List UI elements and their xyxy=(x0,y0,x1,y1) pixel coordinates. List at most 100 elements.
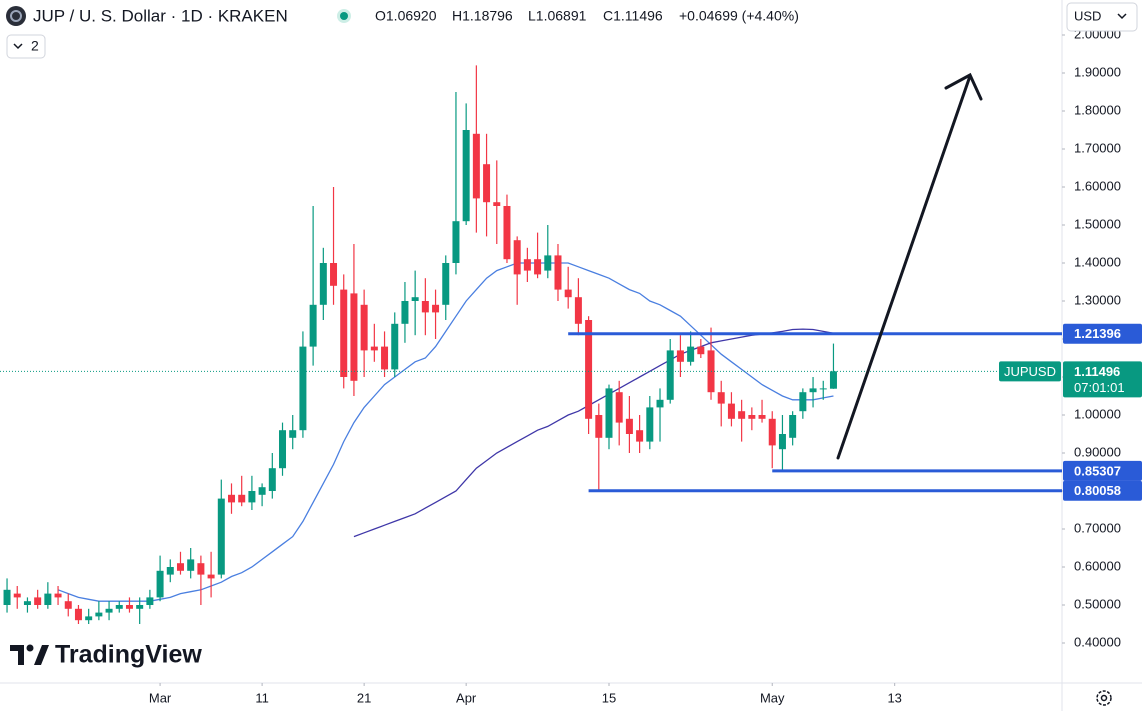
candle-body xyxy=(513,240,521,275)
candle-body xyxy=(289,430,297,438)
candle-body xyxy=(636,430,644,442)
candle-body xyxy=(738,411,746,419)
candle-body xyxy=(574,297,582,324)
status-dot xyxy=(340,12,348,20)
level-label-box xyxy=(1063,480,1142,501)
level-label-box xyxy=(1063,323,1142,344)
candle-body xyxy=(187,559,195,571)
candle-body xyxy=(625,418,633,434)
x-tick-label: May xyxy=(760,690,785,705)
candle-body xyxy=(105,608,113,613)
indicators-button[interactable] xyxy=(6,34,46,59)
settings[interactable] xyxy=(1096,690,1112,706)
brand-name: TradingView xyxy=(55,641,202,669)
candle-body xyxy=(227,494,235,503)
candle-body xyxy=(258,487,266,495)
symbol-title[interactable]: JUP / U. S. Dollar · 1D · KRAKEN xyxy=(33,6,288,25)
candle-body xyxy=(646,407,654,442)
y-tick-label: 1.30000 xyxy=(1074,292,1121,307)
candle-body xyxy=(64,601,72,609)
x-tick-label: Apr xyxy=(456,690,477,705)
candle-body xyxy=(115,605,123,609)
candle-body xyxy=(268,468,276,491)
candle-body xyxy=(727,403,735,419)
candle-body xyxy=(809,388,817,393)
x-tick-label: 15 xyxy=(602,690,616,705)
ohlc-close: C1.11496 xyxy=(603,8,663,24)
candle-body xyxy=(23,601,31,605)
x-tick-label: 21 xyxy=(357,690,371,705)
candle-body xyxy=(442,263,450,305)
candle-body xyxy=(3,589,11,605)
candle-body xyxy=(554,255,562,290)
candle-body xyxy=(350,293,358,381)
candle-body xyxy=(401,301,409,324)
candle-body xyxy=(85,616,93,621)
candle-body xyxy=(411,297,419,301)
symbol-logo xyxy=(6,6,26,26)
currency-toggle[interactable]: USD xyxy=(1066,2,1138,32)
candle-body xyxy=(615,392,623,423)
candle-body xyxy=(687,346,695,362)
candle-body xyxy=(452,221,460,263)
brand-icon-v xyxy=(34,645,49,665)
candle-body xyxy=(238,494,246,503)
candle-body xyxy=(819,388,827,390)
x-tick-label: Mar xyxy=(149,690,172,705)
candle-body xyxy=(748,415,756,419)
plot-area: 0.400000.500000.600000.700000.800000.900… xyxy=(0,26,1142,705)
candle-body xyxy=(54,593,62,598)
level-label: 0.85307 xyxy=(1074,463,1121,478)
candle-body xyxy=(217,498,225,575)
candle-body xyxy=(676,350,684,362)
candle-body xyxy=(44,593,52,605)
candle-body xyxy=(717,392,725,404)
candle-body xyxy=(360,304,368,351)
indicators-toggle[interactable]: 2 xyxy=(6,34,46,59)
candle-body xyxy=(564,289,572,298)
arrow-head xyxy=(944,72,983,101)
candle-body xyxy=(472,133,480,199)
chevron xyxy=(1117,13,1127,20)
x-tick-label: 13 xyxy=(887,690,901,705)
candle-body xyxy=(666,350,674,400)
y-tick-label: 0.70000 xyxy=(1074,520,1121,535)
moving-average-line xyxy=(353,328,834,538)
candle-body xyxy=(421,301,429,313)
brand-icon-dot xyxy=(26,644,34,652)
candle-body xyxy=(483,164,491,203)
candle-body xyxy=(74,608,82,621)
settings-gear-hub xyxy=(1100,694,1108,702)
candle-body xyxy=(299,346,307,431)
candle-body xyxy=(381,346,389,370)
candle-body xyxy=(95,612,103,617)
y-tick-label: 0.90000 xyxy=(1074,444,1121,459)
header: JUP / U. S. Dollar · 1D · KRAKEN O1.0692… xyxy=(6,2,1138,59)
chevron xyxy=(13,43,23,50)
x-tick-label: 11 xyxy=(255,690,269,705)
candle-body xyxy=(391,323,399,370)
candle-body xyxy=(340,289,348,377)
settings-gear[interactable] xyxy=(1096,690,1112,706)
ohlc-high: H1.18796 xyxy=(452,8,513,24)
countdown-label: 07:01:01 xyxy=(1074,380,1125,395)
level-label: 1.21396 xyxy=(1074,326,1121,341)
candle-body xyxy=(197,563,205,575)
candle-body xyxy=(319,263,327,305)
candle-body xyxy=(176,563,184,571)
currency-button[interactable] xyxy=(1066,2,1138,32)
candle-body xyxy=(248,491,256,503)
candle-body xyxy=(534,259,542,275)
candle-body xyxy=(829,371,837,389)
drawing-arrow xyxy=(836,72,983,460)
candle-body xyxy=(207,574,215,579)
y-tick-label: 1.90000 xyxy=(1074,64,1121,79)
candle-body xyxy=(34,597,42,605)
candle-body xyxy=(309,304,317,347)
ohlc-open: O1.06920 xyxy=(375,8,437,24)
y-tick-label: 1.40000 xyxy=(1074,254,1121,269)
brand-icon-t xyxy=(10,645,24,665)
symbol-label: JUPUSD xyxy=(1004,364,1056,379)
